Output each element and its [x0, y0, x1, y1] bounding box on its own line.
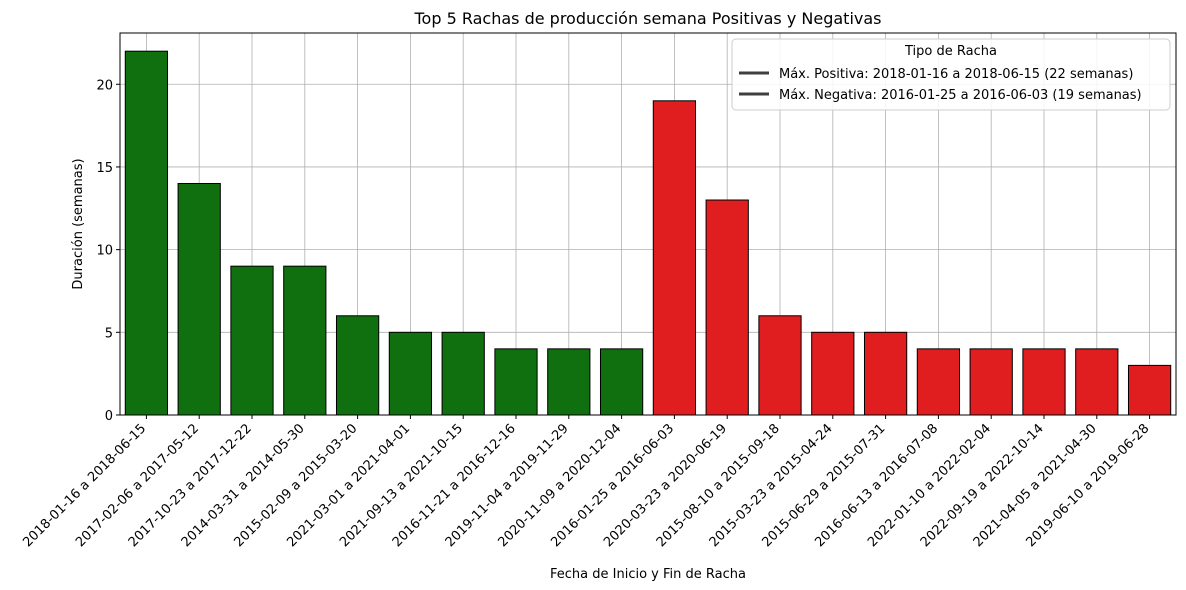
bar-positive [388, 331, 433, 416]
bar-positive [283, 265, 327, 416]
bar-negative [1022, 348, 1066, 416]
bar-negative [1127, 364, 1172, 416]
bar-negative [916, 348, 961, 416]
bar-negative [1075, 348, 1119, 416]
y-axis-title: Duración (semanas) [71, 158, 86, 289]
bar-positive [547, 348, 591, 416]
y-tick-label: 0 [105, 409, 113, 424]
y-tick-label: 15 [96, 161, 113, 176]
bar-positive [441, 331, 485, 416]
plot-frame [119, 32, 1177, 416]
bar-negative [811, 331, 855, 416]
legend-entry-label: Máx. Positiva: 2018-01-16 a 2018-06-15 (… [779, 67, 1133, 82]
bar-negative [758, 315, 802, 416]
y-tick-label: 10 [96, 244, 113, 259]
bar-negative [863, 331, 908, 416]
y-tick-label: 5 [105, 326, 113, 341]
legend-entry-label: Máx. Negativa: 2016-01-25 a 2016-06-03 (… [779, 88, 1142, 103]
bar-positive [335, 315, 380, 416]
y-axis: 0 5 10 15 20 [96, 78, 120, 424]
bar-positive [599, 348, 644, 416]
legend-title: Tipo de Racha [904, 44, 997, 59]
bar-positive [177, 182, 221, 416]
bar-positive [494, 348, 538, 416]
bar-negative [652, 100, 697, 416]
y-tick-label: 20 [96, 78, 113, 93]
legend-box [731, 38, 1171, 111]
bars [124, 50, 1172, 416]
bar-positive [230, 265, 274, 416]
bar-negative [705, 199, 749, 416]
chart-title: Top 5 Rachas de producción semana Positi… [413, 9, 881, 28]
legend: Tipo de Racha Máx. Positiva: 2018-01-16 … [731, 38, 1171, 111]
x-axis-title: Fecha de Inicio y Fin de Racha [550, 567, 746, 582]
bar-negative [969, 348, 1013, 416]
bar-positive [124, 50, 169, 416]
